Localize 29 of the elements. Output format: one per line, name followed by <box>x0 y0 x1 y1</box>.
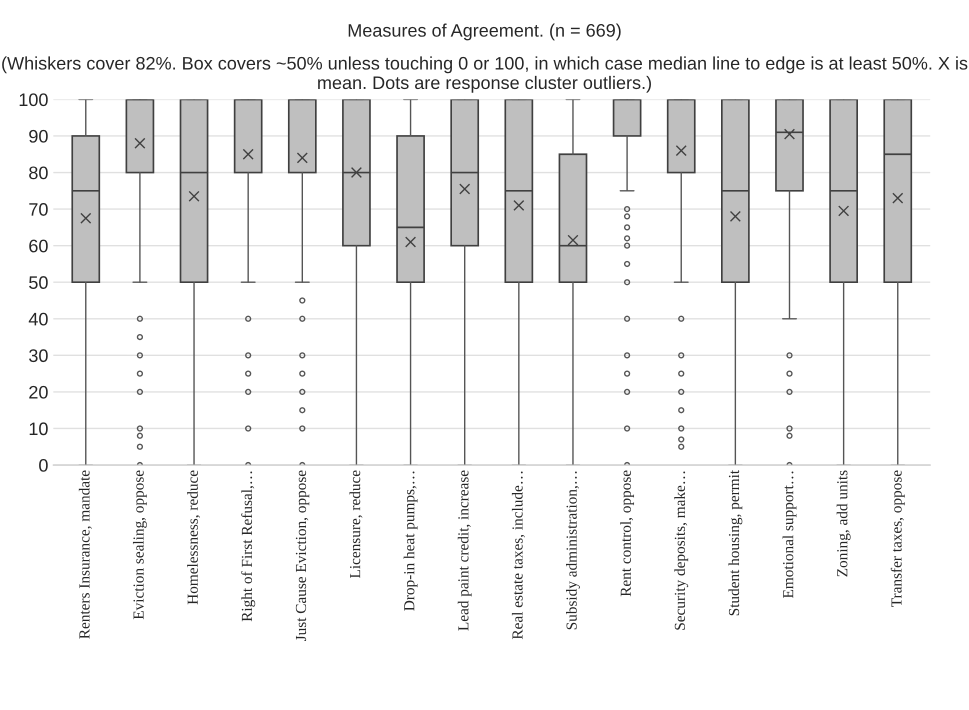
y-tick-label: 0 <box>39 458 48 472</box>
x-tick-label: Subsidy administration,… <box>566 472 580 630</box>
x-tick-label: Rent control, oppose <box>620 470 634 596</box>
y-tick-label: 40 <box>28 312 48 326</box>
chart-subtitle: (Whiskers cover 82%. Box covers ~50% unless touching 0 or 100, in which case median line to edge is at least 50%. X is mean. Dots are response cluster outliers.) <box>2 56 968 93</box>
x-tick-label: Student housing, permit <box>728 470 742 616</box>
y-tick-label: 50 <box>29 276 48 289</box>
x-tick-label: Emotional support… <box>782 472 796 598</box>
x-tick-label: Licensure, reduce <box>350 470 362 578</box>
chart-title: Measures of Agreement. (n = 669) <box>348 24 621 40</box>
y-tick-label: 80 <box>29 166 48 180</box>
x-tick-label: Security deposits, make… <box>674 472 688 630</box>
x-tick-label: Just Cause Eviction, oppose <box>296 470 310 642</box>
x-tick-label: Renters Insurance, mandate <box>78 470 92 639</box>
x-tick-label: Transfer taxes, oppose <box>890 470 905 607</box>
x-tick-label: Lead paint credit, increase <box>458 470 472 631</box>
x-tick-label: Real estate taxes, include… <box>512 472 525 640</box>
y-tick-label: 70 <box>29 203 48 216</box>
y-tick-label: 100 <box>20 93 48 106</box>
y-tick-label: 30 <box>29 349 48 362</box>
x-tick-label: Homelessness, reduce <box>187 470 200 604</box>
x-tick-label: Zoning, add units <box>836 470 851 577</box>
y-tick-label: 10 <box>30 422 48 436</box>
y-tick-label: 60 <box>29 240 48 252</box>
x-tick-label: Right of First Refusal,… <box>241 472 256 622</box>
y-tick-label: 20 <box>29 386 48 399</box>
y-tick-label: 90 <box>29 130 48 143</box>
x-tick-label: Drop-in heat pumps,… <box>404 472 418 611</box>
x-tick-label: Eviction sealing, oppose <box>132 470 147 620</box>
